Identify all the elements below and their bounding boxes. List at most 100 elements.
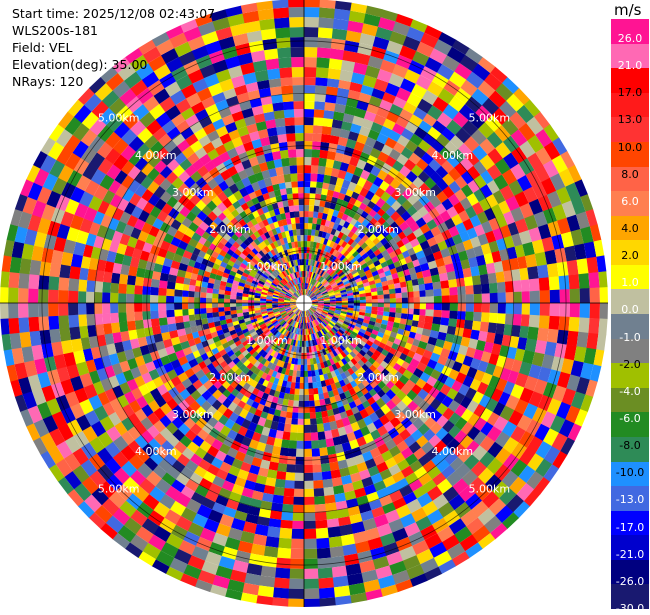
velocity-gate (377, 169, 388, 181)
velocity-gate (303, 568, 319, 579)
range-ring-label: 1.00km (246, 334, 288, 347)
velocity-gate (291, 57, 305, 68)
velocity-gate (314, 311, 320, 317)
velocity-gate (341, 308, 348, 313)
velocity-gate (519, 325, 529, 339)
velocity-gate (537, 366, 552, 383)
velocity-gate (334, 204, 342, 212)
velocity-gate (462, 239, 474, 251)
colorbar-tick-label: -30.0 (615, 602, 645, 615)
velocity-gate (303, 412, 311, 419)
velocity-gate (126, 284, 135, 295)
velocity-gate (360, 169, 371, 181)
velocity-gate (378, 327, 386, 334)
velocity-gate (353, 325, 361, 332)
velocity-gate (503, 270, 513, 283)
velocity-gate (348, 323, 356, 329)
velocity-gate (268, 78, 282, 88)
velocity-gate (304, 211, 309, 218)
velocity-gate (381, 229, 390, 238)
velocity-gate (392, 322, 400, 329)
velocity-gate (486, 179, 500, 195)
velocity-gate (313, 288, 319, 294)
velocity-gate (423, 230, 435, 241)
velocity-gate (529, 303, 540, 316)
velocity-gate (406, 389, 418, 401)
range-ring-label: 3.00km (172, 408, 214, 421)
velocity-gate (9, 332, 22, 350)
velocity-gate (334, 311, 341, 315)
velocity-gate (315, 310, 322, 314)
velocity-gate (323, 295, 330, 298)
velocity-gate (395, 307, 402, 314)
velocity-gate (405, 140, 419, 153)
velocity-gate (293, 101, 305, 110)
velocity-gate (281, 511, 293, 521)
velocity-gate (320, 141, 330, 151)
velocity-gate (134, 311, 143, 321)
velocity-gate (421, 152, 434, 165)
velocity-gate (361, 252, 369, 260)
velocity-gate (462, 218, 474, 231)
velocity-gate (420, 32, 439, 49)
velocity-gate (310, 278, 314, 285)
velocity-gate (309, 293, 315, 298)
velocity-gate (370, 287, 378, 293)
velocity-gate (341, 305, 348, 308)
velocity-gate (343, 259, 351, 266)
velocity-gate (465, 248, 476, 260)
velocity-gate (365, 295, 372, 300)
velocity-gate (418, 315, 426, 323)
velocity-gate (483, 341, 494, 354)
velocity-gate (499, 100, 517, 119)
velocity-gate (345, 189, 354, 198)
velocity-gate (395, 54, 413, 70)
velocity-gate (393, 234, 402, 244)
velocity-gate (386, 216, 395, 226)
velocity-gate (486, 426, 502, 442)
velocity-gate (337, 136, 349, 147)
velocity-gate (479, 435, 495, 452)
velocity-gate (373, 140, 385, 152)
velocity-gate (346, 312, 353, 316)
velocity-gate (327, 323, 334, 329)
velocity-gate (303, 400, 310, 407)
velocity-gate (326, 239, 332, 247)
velocity-gate (346, 202, 354, 211)
velocity-gate (509, 257, 520, 271)
velocity-gate (458, 210, 470, 223)
velocity-gate (352, 260, 360, 267)
velocity-gate (327, 288, 334, 293)
velocity-gate (307, 370, 312, 377)
velocity-gate (361, 322, 369, 328)
velocity-gate (341, 240, 348, 248)
velocity-gate (373, 274, 381, 281)
velocity-gate (514, 348, 526, 362)
velocity-gate (471, 391, 484, 405)
velocity-gate (312, 279, 316, 286)
velocity-gate (314, 311, 321, 316)
velocity-gate (405, 121, 419, 134)
velocity-gate (337, 283, 345, 288)
velocity-gate (574, 409, 588, 427)
velocity-gate (346, 97, 359, 108)
velocity-gate (290, 538, 304, 549)
velocity-gate (377, 294, 384, 300)
velocity-gate (332, 18, 349, 31)
velocity-gate (291, 187, 299, 194)
velocity-gate (367, 241, 376, 249)
velocity-gate (519, 140, 536, 159)
velocity-gate (412, 50, 430, 67)
velocity-gate (309, 293, 315, 298)
velocity-gate (418, 182, 431, 195)
velocity-gate (377, 298, 384, 304)
velocity-gate (465, 294, 474, 304)
velocity-gate (361, 234, 370, 243)
velocity-gate (103, 323, 113, 335)
velocity-gate (324, 102, 336, 112)
velocity-gate (317, 557, 332, 569)
velocity-gate (289, 432, 298, 441)
velocity-gate (295, 133, 305, 142)
velocity-gate (432, 96, 449, 113)
velocity-gate (383, 311, 390, 317)
